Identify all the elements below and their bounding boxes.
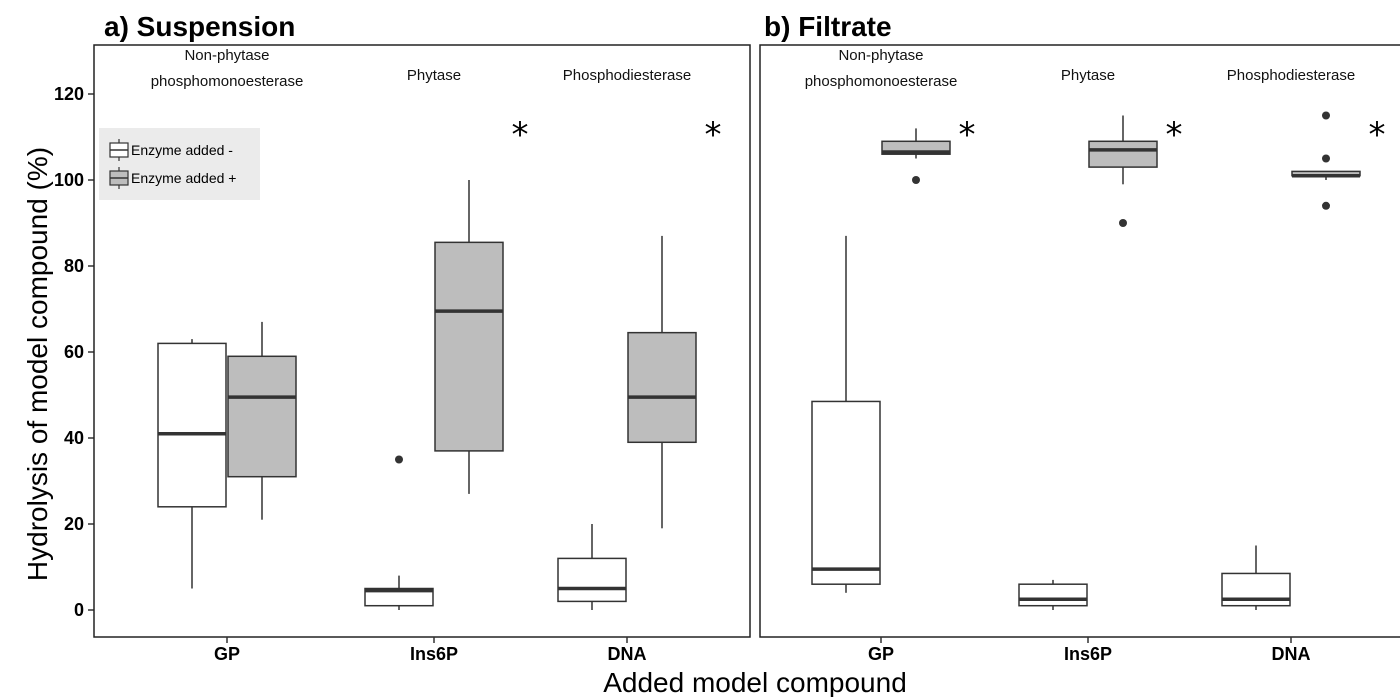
- box-iqr: [1018, 583, 1088, 607]
- significance-star: *: [959, 115, 976, 155]
- enzyme-label: Phosphodiesterase: [1227, 67, 1355, 84]
- legend: Enzyme added - Enzyme added +: [99, 128, 260, 200]
- x-tick-label: Ins6P: [1064, 644, 1112, 664]
- panel-title: b) Filtrate: [764, 11, 892, 42]
- outlier-point: [395, 455, 403, 464]
- x-tick-label: GP: [868, 644, 894, 664]
- outlier-point: [1322, 201, 1330, 210]
- box-iqr: [627, 331, 697, 444]
- significance-star: *: [512, 115, 529, 155]
- x-tick-label: DNA: [1272, 644, 1311, 664]
- y-tick-label: 0: [74, 600, 84, 620]
- box-dna-minus: [1221, 545, 1291, 610]
- significance-star: *: [1369, 115, 1386, 155]
- outlier-point: [912, 176, 920, 184]
- box-ins6p-minus: [364, 455, 434, 610]
- outlier-point: [1322, 111, 1330, 120]
- box-ins6p-minus: [1018, 579, 1088, 610]
- outlier-point: [1119, 219, 1127, 227]
- panel-suspension: a) Suspension Non-phytase phosphomonoester…: [93, 11, 751, 664]
- panel-title: a) Suspension: [104, 11, 295, 42]
- box-gp-minus: [157, 339, 227, 589]
- y-axis: 0 20 40 60 80 100 120: [54, 84, 94, 620]
- box-dna-plus: [1291, 111, 1361, 210]
- box-iqr: [1088, 140, 1158, 168]
- significance-star: *: [1166, 115, 1183, 155]
- x-tick-label: DNA: [608, 644, 647, 664]
- y-tick-label: 20: [64, 514, 84, 534]
- box-ins6p-plus: [434, 180, 504, 494]
- y-tick-label: 60: [64, 342, 84, 362]
- x-axis-label: Added model compound: [603, 667, 907, 697]
- box-iqr: [364, 587, 434, 607]
- legend-label: Enzyme added -: [131, 142, 233, 158]
- enzyme-label: Non-phytase phosphomonoesterase: [151, 47, 304, 90]
- enzyme-label: Non-phytase phosphomonoesterase: [805, 47, 958, 90]
- box-iqr: [811, 400, 881, 585]
- y-tick-label: 120: [54, 84, 84, 104]
- panel-filtrate: b) Filtrate Non-phytase phosphomonoesteras…: [759, 11, 1400, 664]
- y-axis-label: Hydrolysis of model compound (%): [22, 147, 53, 581]
- legend-label: Enzyme added +: [131, 170, 236, 186]
- box-gp-plus: [881, 128, 951, 184]
- box-gp-plus: [227, 321, 297, 520]
- box-iqr: [157, 342, 227, 508]
- y-tick-label: 40: [64, 428, 84, 448]
- enzyme-label: Phytase: [407, 67, 461, 84]
- y-tick-label: 100: [54, 170, 84, 190]
- box-iqr: [557, 557, 627, 603]
- x-tick-label: GP: [214, 644, 240, 664]
- box-ins6p-plus: [1088, 115, 1158, 227]
- box-gp-minus: [811, 235, 881, 593]
- significance-star: *: [705, 115, 722, 155]
- x-tick-label: Ins6P: [410, 644, 458, 664]
- panel-border: [93, 44, 751, 638]
- box-dna-minus: [557, 524, 627, 610]
- enzyme-label: Phytase: [1061, 67, 1115, 84]
- y-tick-label: 80: [64, 256, 84, 276]
- outlier-point: [1322, 154, 1330, 163]
- legend-background: [99, 128, 260, 200]
- box-iqr: [434, 241, 504, 452]
- box-dna-plus: [627, 235, 697, 529]
- panel-border: [759, 44, 1400, 638]
- box-iqr: [227, 355, 297, 478]
- enzyme-label: Phosphodiesterase: [563, 67, 691, 84]
